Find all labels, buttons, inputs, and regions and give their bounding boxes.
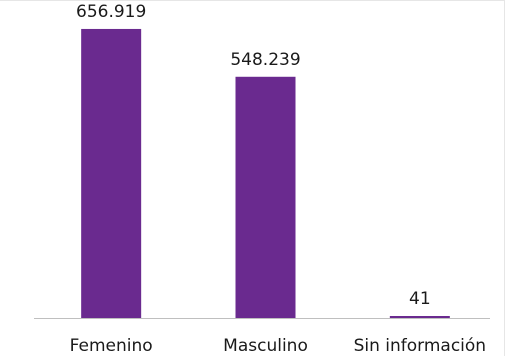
bars-layer [81, 28, 450, 319]
value-label-0: 656.919 [76, 2, 146, 22]
category-labels-layer: Femenino Masculino Sin información [70, 336, 486, 356]
category-label-0: Femenino [70, 336, 153, 356]
value-labels-layer: 656.919 548.239 41 [76, 2, 431, 309]
bar-2 [389, 316, 450, 318]
bar-1 [235, 76, 296, 318]
value-label-2: 41 [409, 289, 431, 309]
category-label-2: Sin información [354, 336, 487, 356]
category-label-1: Masculino [223, 336, 308, 356]
bar-0 [81, 28, 142, 319]
value-label-1: 548.239 [230, 50, 300, 70]
